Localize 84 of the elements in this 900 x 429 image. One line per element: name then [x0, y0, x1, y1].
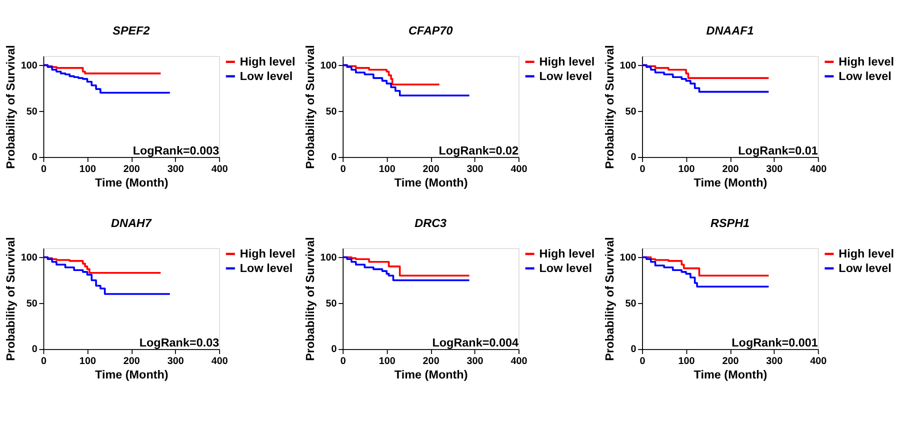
y-axis-title: Probability of Survival: [603, 237, 616, 361]
annotation: LogRank=0.001: [732, 336, 818, 350]
annotation: LogRank=0.01: [738, 144, 818, 158]
chart-title: DRC3: [414, 216, 448, 230]
x-tick-label: 400: [211, 164, 228, 175]
y-tick-label: 0: [331, 344, 338, 356]
legend-label: High level: [539, 55, 595, 68]
x-tick-label: 200: [422, 164, 440, 175]
y-tick-label: 100: [20, 60, 38, 72]
y-axis-title: Probability of Survival: [304, 45, 317, 169]
x-tick-label: 100: [678, 164, 696, 175]
y-tick-label: 100: [620, 252, 637, 264]
x-tick-label: 100: [378, 164, 396, 175]
x-tick-label: 100: [678, 356, 696, 367]
y-tick-label: 100: [320, 252, 338, 264]
x-axis-title: Time (Month): [394, 368, 468, 382]
x-tick-label: 400: [810, 356, 828, 367]
y-tick-label: 0: [630, 344, 637, 356]
chart-title: SPEF2: [112, 24, 150, 38]
y-tick-label: 100: [320, 60, 338, 72]
x-tick-label: 200: [722, 164, 740, 175]
x-tick-label: 200: [722, 356, 740, 367]
x-tick-label: 0: [640, 356, 646, 367]
x-tick-label: 200: [123, 164, 140, 175]
x-tick-label: 100: [79, 356, 96, 367]
legend-label: High level: [838, 55, 894, 68]
legend-label: Low level: [240, 262, 293, 275]
annotation: LogRank=0.02: [438, 144, 520, 158]
x-tick-label: 400: [211, 356, 228, 367]
chart-title: CFAP70: [408, 24, 454, 38]
legend-label: High level: [539, 248, 595, 261]
y-tick-label: 100: [20, 252, 38, 264]
y-tick-label: 50: [326, 298, 338, 310]
x-tick-label: 0: [340, 356, 346, 367]
x-tick-label: 300: [167, 356, 184, 367]
y-tick-label: 50: [625, 298, 637, 310]
legend-label: Low level: [539, 262, 592, 275]
y-axis-title: Probability of Survival: [603, 45, 616, 169]
y-tick-label: 0: [32, 152, 38, 164]
y-tick-label: 50: [326, 106, 338, 118]
x-axis-title: Time (Month): [694, 176, 768, 190]
x-tick-label: 300: [766, 356, 784, 367]
annotation: LogRank=0.03: [139, 336, 220, 350]
legend-label: Low level: [838, 70, 892, 83]
chart-title: DNAH7: [111, 216, 152, 230]
x-tick-label: 300: [466, 164, 484, 175]
x-tick-label: 100: [378, 356, 396, 367]
y-tick-label: 100: [620, 60, 637, 72]
x-tick-label: 0: [40, 356, 47, 367]
y-tick-label: 50: [26, 298, 38, 310]
x-tick-label: 400: [510, 356, 528, 367]
legend-label: Low level: [838, 262, 892, 275]
x-tick-label: 200: [123, 356, 140, 367]
annotation: LogRank=0.004: [432, 336, 520, 350]
y-axis-title: Probability of Survival: [4, 237, 18, 361]
y-tick-label: 0: [331, 152, 338, 164]
x-tick-label: 0: [340, 164, 346, 175]
x-axis-title: Time (Month): [394, 176, 468, 190]
legend-label: High level: [240, 55, 296, 68]
x-tick-label: 400: [810, 164, 828, 175]
x-tick-label: 0: [40, 164, 47, 175]
chart-title: DNAAF1: [706, 24, 754, 38]
legend-label: High level: [240, 248, 296, 261]
x-axis-title: Time (Month): [94, 176, 168, 190]
legend-label: Low level: [240, 70, 293, 83]
legend-label: Low level: [539, 70, 592, 83]
x-tick-label: 300: [167, 164, 184, 175]
annotation: LogRank=0.003: [132, 144, 220, 158]
x-tick-label: 300: [466, 356, 484, 367]
x-tick-label: 300: [766, 164, 784, 175]
y-tick-label: 50: [26, 106, 38, 118]
y-axis-title: Probability of Survival: [304, 237, 317, 361]
y-axis-title: Probability of Survival: [4, 45, 18, 169]
x-tick-label: 100: [79, 164, 96, 175]
x-axis-title: Time (Month): [694, 368, 768, 382]
chart-title: RSPH1: [710, 216, 750, 230]
x-tick-label: 400: [510, 164, 528, 175]
legend-label: High level: [838, 248, 894, 261]
y-tick-label: 0: [630, 152, 637, 164]
x-axis-title: Time (Month): [94, 368, 168, 382]
y-tick-label: 50: [625, 106, 637, 118]
x-tick-label: 0: [640, 164, 646, 175]
y-tick-label: 0: [32, 344, 38, 356]
x-tick-label: 200: [422, 356, 440, 367]
